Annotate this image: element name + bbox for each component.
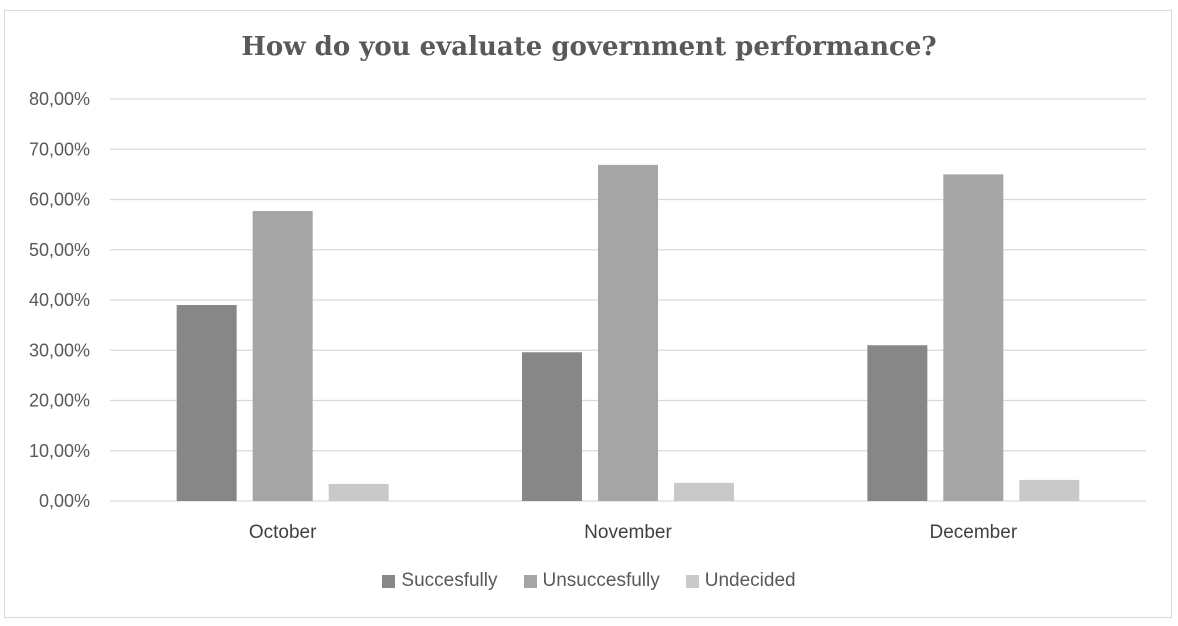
bar-unsuccesfully-december: [943, 174, 1004, 501]
bar-undecided-october: [328, 483, 389, 501]
y-tick-label: 40,00%: [29, 290, 90, 310]
y-tick-label: 0,00%: [39, 491, 90, 511]
legend-label: Undecided: [704, 570, 796, 591]
legend-item: Unsuccesfully: [523, 570, 660, 592]
y-tick-label: 30,00%: [29, 340, 90, 360]
x-axis-categories: October November December: [249, 522, 1018, 543]
y-tick-label: 70,00%: [29, 139, 90, 159]
y-tick-label: 50,00%: [29, 240, 90, 260]
bar-undecided-december: [1019, 479, 1080, 501]
x-category-label: December: [930, 522, 1018, 543]
y-tick-label: 20,00%: [29, 391, 90, 411]
x-category-label: November: [584, 522, 672, 543]
legend-swatch: [382, 574, 396, 588]
bar-succesfully-november: [522, 352, 582, 501]
legend: Succesfully Unsuccesfully Undecided: [0, 570, 1178, 592]
bar-succesfully-december: [867, 345, 928, 501]
y-tick-label: 10,00%: [29, 441, 90, 461]
bar-unsuccesfully-october: [252, 211, 313, 501]
legend-item: Undecided: [685, 570, 796, 592]
bar-unsuccesfully-november: [598, 164, 658, 501]
bars: [176, 164, 1080, 501]
chart-title: How do you evaluate government performan…: [241, 32, 937, 62]
y-axis-ticks: 0,00% 10,00% 20,00% 30,00% 40,00% 50,00% 60,00…: [29, 89, 90, 511]
bar-undecided-november: [674, 482, 734, 501]
x-category-label: October: [249, 522, 317, 543]
legend-label: Unsuccesfully: [542, 570, 660, 591]
legend-swatch: [685, 574, 699, 588]
y-tick-label: 80,00%: [29, 89, 90, 109]
legend-item: Succesfully: [382, 570, 498, 592]
bar-succesfully-october: [176, 305, 237, 501]
legend-label: Succesfully: [401, 570, 498, 591]
legend-swatch: [523, 574, 537, 588]
y-tick-label: 60,00%: [29, 190, 90, 210]
